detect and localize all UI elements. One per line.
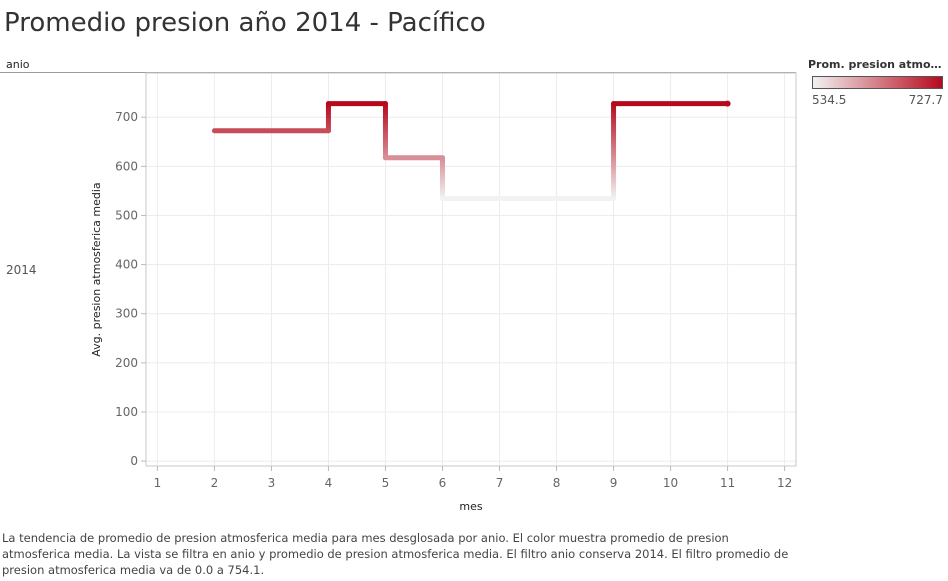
x-tick-label: 1 <box>154 476 162 490</box>
y-axis-label: Avg. presion atmosferica media <box>90 182 103 356</box>
chart-caption: La tendencia de promedio de presion atmo… <box>2 531 789 577</box>
color-legend-gradient <box>812 76 943 89</box>
row-label-year[interactable]: 2014 <box>6 263 37 277</box>
x-tick-label: 5 <box>382 476 390 490</box>
x-tick-label: 3 <box>268 476 276 490</box>
y-tick-label: 700 <box>115 110 138 124</box>
x-tick-label: 12 <box>777 476 792 490</box>
x-tick-label: 7 <box>496 476 504 490</box>
x-tick-label: 10 <box>663 476 678 490</box>
plot-area-border <box>145 72 797 467</box>
y-tick-label: 100 <box>115 405 138 419</box>
color-legend-min: 534.5 <box>812 93 847 107</box>
line-end-point <box>724 100 731 107</box>
y-tick-label: 400 <box>115 258 138 272</box>
x-tick-label: 4 <box>325 476 333 490</box>
color-legend-max: 727.7 <box>908 93 943 107</box>
x-axis-label: mes <box>459 500 482 513</box>
y-tick-label: 500 <box>115 208 138 222</box>
color-legend-title[interactable]: Prom. presion atmosfer.. <box>808 58 946 71</box>
x-tick-label: 6 <box>439 476 447 490</box>
row-header-anio: anio <box>6 58 30 71</box>
page-title: Promedio presion año 2014 - Pacífico <box>4 8 486 38</box>
y-tick-label: 200 <box>115 356 138 370</box>
x-tick-label: 8 <box>553 476 561 490</box>
y-tick-label: 300 <box>115 307 138 321</box>
y-tick-label: 0 <box>130 454 138 468</box>
y-tick-label: 600 <box>115 159 138 173</box>
x-tick-label: 9 <box>610 476 618 490</box>
x-tick-label: 11 <box>720 476 735 490</box>
x-tick-label: 2 <box>211 476 219 490</box>
